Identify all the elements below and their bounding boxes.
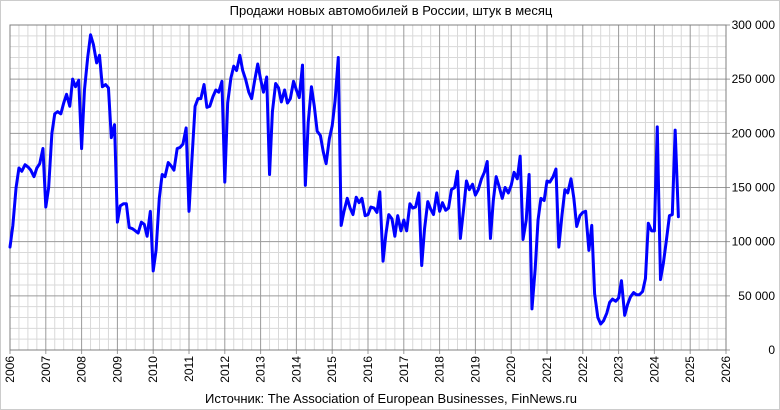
x-tick-label: 2015	[325, 356, 339, 383]
chart-source: Источник: The Association of European Bu…	[205, 391, 577, 406]
x-tick-label: 2016	[361, 356, 375, 383]
x-tick-label: 2022	[576, 356, 590, 383]
y-tick-label: 250 000	[732, 72, 776, 86]
x-tick-label: 2013	[254, 356, 268, 383]
x-tick-label: 2019	[468, 356, 482, 383]
x-tick-label: 2012	[218, 356, 232, 383]
x-tick-label: 2021	[540, 356, 554, 383]
x-tick-label: 2017	[397, 356, 411, 383]
x-tick-label: 2023	[612, 356, 626, 383]
y-tick-label: 150 000	[732, 181, 776, 195]
x-tick-label: 2010	[146, 356, 160, 383]
x-tick-label: 2007	[39, 356, 53, 383]
x-tick-label: 2020	[504, 356, 518, 383]
y-tick-label: 50 000	[738, 289, 775, 303]
y-tick-label: 200 000	[732, 126, 776, 140]
x-tick-label: 2006	[3, 356, 17, 383]
x-tick-label: 2008	[75, 356, 89, 383]
y-tick-label: 100 000	[732, 235, 776, 249]
plot-area-border	[9, 24, 727, 351]
y-tick-label: 300 000	[732, 18, 776, 32]
x-tick-label: 2025	[683, 356, 697, 383]
sales-series-line	[8, 33, 680, 326]
x-tick-label: 2024	[647, 356, 661, 383]
x-tick-label: 2018	[433, 356, 447, 383]
chart-title: Продажи новых автомобилей в России, штук…	[230, 3, 553, 18]
y-tick-label: 0	[768, 343, 775, 357]
x-tick-label: 2009	[110, 356, 124, 383]
x-tick-label: 2011	[182, 356, 196, 382]
x-tick-label: 2026	[719, 356, 733, 383]
x-tick-label: 2014	[289, 356, 303, 383]
